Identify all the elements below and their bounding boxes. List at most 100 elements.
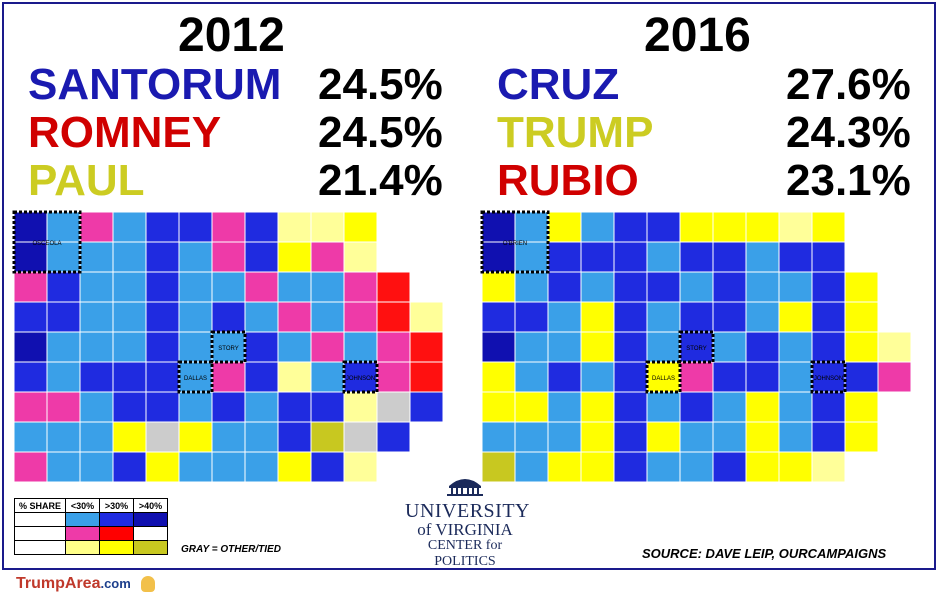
county-cell: [811, 421, 846, 453]
county-cell: [679, 361, 714, 393]
county-cell: [580, 301, 615, 333]
county-cell: [514, 331, 549, 363]
county-cell: [547, 361, 582, 393]
county-cell: [13, 451, 48, 483]
county-cell: [646, 451, 681, 483]
legend-swatch: [99, 540, 134, 555]
county-cell: [112, 391, 147, 423]
county-cell: [277, 361, 312, 393]
county-cell: [745, 271, 780, 303]
county-cell: [580, 451, 615, 483]
county-cell: [244, 451, 279, 483]
county-cell: [211, 391, 246, 423]
county-cell: [481, 211, 516, 243]
county-cell: [745, 301, 780, 333]
county-cell: [844, 331, 879, 363]
county-cell: [79, 211, 114, 243]
county-cell: [613, 271, 648, 303]
county-cell: [745, 361, 780, 393]
county-cell: [679, 421, 714, 453]
county-cell: [310, 331, 345, 363]
county-cell: [811, 451, 846, 483]
county-cell: [211, 361, 246, 393]
left-cand-1-pct: 24.5%: [318, 60, 443, 109]
county-cell: [409, 301, 444, 333]
county-cell: [112, 271, 147, 303]
legend-swatch: [65, 512, 100, 527]
county-cell: [112, 451, 147, 483]
county-cell: [778, 361, 813, 393]
county-cell: [145, 211, 180, 243]
county-cell: [13, 361, 48, 393]
highlighted-county-label: DALLAS: [184, 376, 207, 382]
county-cell: [580, 211, 615, 243]
county-cell: [679, 271, 714, 303]
county-cell: [679, 211, 714, 243]
county-cell: [745, 241, 780, 273]
highlighted-county-label: OSCEOLA: [32, 241, 61, 247]
county-cell: [514, 301, 549, 333]
county-cell: [310, 241, 345, 273]
county-cell: [547, 421, 582, 453]
county-cell: [514, 211, 549, 243]
county-cell: [481, 331, 516, 363]
county-cell: [514, 451, 549, 483]
county-cell: [310, 451, 345, 483]
county-cell: [376, 271, 411, 303]
county-cell: [46, 211, 81, 243]
legend-swatch: [99, 526, 134, 541]
county-cell: [46, 271, 81, 303]
county-cell: [178, 241, 213, 273]
highlighted-county-border: [645, 360, 682, 394]
county-cell: [145, 331, 180, 363]
logo-line-1: UNIVERSITY: [405, 500, 530, 522]
county-cell: [310, 301, 345, 333]
county-cell: [580, 271, 615, 303]
county-cell: [844, 301, 879, 333]
county-cell: [112, 331, 147, 363]
year-2012-title: 2012: [178, 9, 285, 62]
county-cell: [178, 391, 213, 423]
highlighted-county-border: [678, 330, 715, 364]
highlighted-county-border: [342, 360, 379, 394]
county-cell: [277, 331, 312, 363]
county-cell: [244, 271, 279, 303]
county-cell: [712, 211, 747, 243]
county-cell: [811, 241, 846, 273]
county-cell: [211, 271, 246, 303]
county-cell: [745, 211, 780, 243]
county-cell: [112, 241, 147, 273]
county-cell: [844, 421, 879, 453]
county-cell: [376, 391, 411, 423]
county-cell: [79, 421, 114, 453]
county-cell: [712, 301, 747, 333]
county-cell: [547, 391, 582, 423]
county-cell: [679, 391, 714, 423]
county-cell: [712, 391, 747, 423]
county-cell: [613, 361, 648, 393]
county-cell: [145, 421, 180, 453]
county-cell: [712, 241, 747, 273]
county-cell: [277, 241, 312, 273]
county-cell: [745, 451, 780, 483]
county-cell: [778, 391, 813, 423]
legend-swatch: [133, 540, 168, 555]
county-cell: [46, 451, 81, 483]
county-cell: [112, 361, 147, 393]
county-cell: [613, 241, 648, 273]
right-cand-3-name: RUBIO: [497, 156, 639, 205]
legend-swatch: [133, 526, 168, 541]
county-cell: [145, 271, 180, 303]
county-cell: [178, 271, 213, 303]
county-cell: [745, 421, 780, 453]
county-cell: [580, 421, 615, 453]
left-cand-3-pct: 21.4%: [318, 156, 443, 205]
county-cell: [343, 391, 378, 423]
county-cell: [481, 451, 516, 483]
county-cell: [646, 421, 681, 453]
county-cell: [712, 451, 747, 483]
county-cell: [580, 391, 615, 423]
gray-note: GRAY = OTHER/TIED: [181, 544, 281, 555]
county-cell: [244, 361, 279, 393]
county-cell: [376, 331, 411, 363]
